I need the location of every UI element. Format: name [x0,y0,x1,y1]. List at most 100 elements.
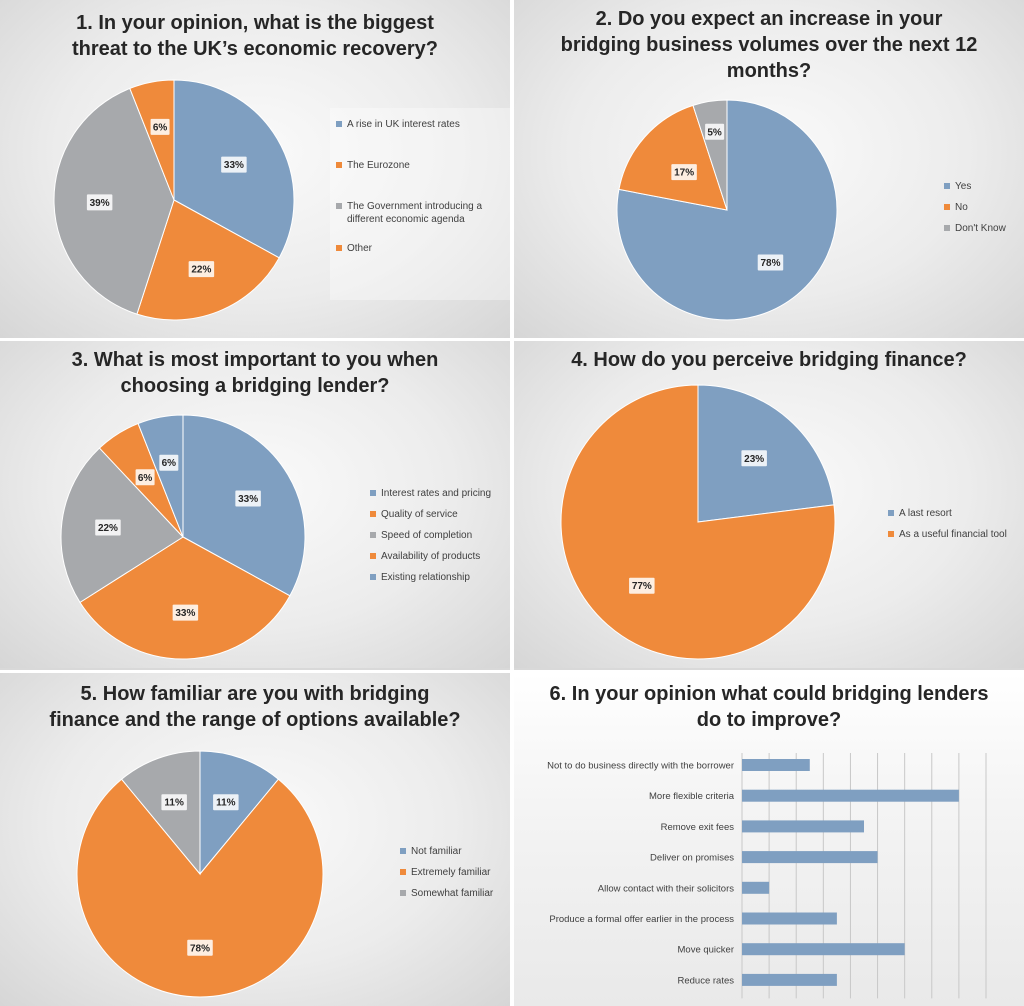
chart-panel-3: 3. What is most important to you when ch… [0,338,510,668]
legend-swatch [370,490,376,496]
bar-category-label-4: Deliver on promises [650,853,734,864]
legend-5: Not familiar Extremely familiar Somewhat f… [396,841,510,912]
chart-panel-1: 1. In your opinion, what is the biggest … [0,0,510,338]
pie-label-5-2: 78% [187,939,213,956]
legend-label: Availability of products [381,551,481,562]
pie-chart-4: 23% 77% [560,384,836,660]
legend-swatch [370,532,376,538]
legend-label: Existing relationship [381,572,470,583]
legend-label: Other [347,243,373,254]
vertical-divider [510,0,514,1006]
svg-text:78%: 78% [190,943,210,954]
legend-label: Quality of service [381,509,458,520]
svg-text:33%: 33% [175,608,195,619]
bar-category-label-6: Produce a formal offer earlier in the pr… [549,914,734,925]
legend-swatch [370,553,376,559]
legend-swatch [944,225,950,231]
legend-item-3-2: Quality of service [370,508,510,521]
legend-4: A last resort As a useful financial tool [884,503,1024,553]
legend-item-4-1: A last resort [888,507,1024,520]
pie-label-3-1: 33% [235,490,261,507]
bar-category-label-8: Reduce rates [677,975,734,986]
legend-swatch [944,183,950,189]
legend-swatch [400,869,406,875]
chart-title-5: 5. How familiar are you with bridging fi… [49,683,461,731]
svg-text:6%: 6% [153,122,168,133]
legend-item-3-3: Speed of completion [370,529,510,542]
chart-title-1: 1. In your opinion, what is the biggest … [71,12,439,60]
legend-label: Don't Know [955,223,1006,234]
svg-text:33%: 33% [224,160,244,171]
legend-label: Extremely familiar [411,867,491,878]
bar-chart-6: Not to do business directly with the bor… [547,753,987,999]
legend-item-1-4: Other [336,242,504,255]
pie-label-1-1: 33% [221,156,247,173]
bar-category-label-2: More flexible criteria [649,791,735,802]
legend-swatch [370,574,376,580]
legend-label: Speed of completion [381,530,473,541]
bar-category-label-7: Move quicker [678,945,735,956]
pie-chart-1: 33% 22% 39% 6% [53,79,295,321]
pie-label-4-2: 77% [629,577,655,594]
legend-item-3-5: Existing relationship [370,571,510,584]
legend-label: No [955,202,968,213]
legend-label: The Government introducing a different e… [347,201,483,225]
pie-label-3-5: 6% [159,454,179,471]
legend-swatch [336,203,342,209]
chart-title-3: 3. What is most important to you when ch… [71,349,439,397]
pie-label-3-4: 6% [135,469,155,486]
legend-item-5-2: Extremely familiar [400,866,510,879]
pie-slice-1-4 [129,79,175,201]
pie-label-5-1: 11% [213,794,239,811]
legend-1: A rise in UK interest rates The Eurozone T… [330,108,510,300]
pie-slice-3-5 [137,414,184,538]
pie-slice-3-3 [60,447,184,604]
legend-item-2-1: Yes [944,180,1024,193]
pie-slice-3-2 [79,536,291,660]
pie-slice-5-3 [120,750,201,876]
legend-item-4-2: As a useful financial tool [888,528,1024,541]
legend-2: Yes No Don't Know [940,174,1024,249]
chart-title-2: 2. Do you expect an increase in your bri… [560,8,978,82]
bar-category-label-5: Allow contact with their solicitors [598,883,734,894]
svg-text:6%: 6% [138,473,153,484]
legend-item-3-1: Interest rates and pricing [370,487,510,500]
legend-item-2-2: No [944,201,1024,214]
legend-label: Not familiar [411,846,462,857]
pie-label-3-2: 33% [172,604,199,621]
bar-4 [742,851,878,864]
pie-label-3-3: 22% [95,519,121,536]
bar-6 [742,912,837,925]
pie-label-1-4: 6% [150,118,170,135]
legend-item-1-1: A rise in UK interest rates [336,118,504,131]
bar-2 [742,789,959,802]
svg-text:5%: 5% [707,127,722,138]
legend-label: A rise in UK interest rates [347,119,460,130]
legend-item-5-1: Not familiar [400,845,510,858]
chart-panel-2: 2. Do you expect an increase in your bri… [514,0,1024,338]
legend-label: A last resort [899,508,952,519]
svg-text:11%: 11% [216,798,236,809]
svg-text:77%: 77% [632,581,652,592]
legend-label: As a useful financial tool [899,529,1007,540]
legend-swatch [400,848,406,854]
bar-category-label-3: Remove exit fees [661,822,735,833]
legend-3: Interest rates and pricing Quality of ser… [366,483,510,596]
legend-swatch [400,890,406,896]
legend-item-5-3: Somewhat familiar [400,887,510,900]
legend-swatch [888,510,894,516]
legend-label: Yes [955,181,972,192]
legend-item-1-2: The Eurozone [336,159,504,172]
legend-item-3-4: Availability of products [370,550,510,563]
pie-label-2-1: 78% [757,254,784,271]
svg-text:33%: 33% [238,494,258,505]
pie-label-2-2: 17% [671,164,697,181]
svg-text:11%: 11% [164,798,184,809]
pie-label-1-3: 39% [86,194,113,211]
bar-category-label-1: Not to do business directly with the bor… [547,761,734,772]
chart-panel-4: 4. How do you perceive bridging finance?… [514,338,1024,668]
legend-item-1-3: The Government introducing a different e… [336,200,504,226]
pie-chart-5: 11% 78% 11% [76,750,324,998]
bar-8 [742,973,837,986]
